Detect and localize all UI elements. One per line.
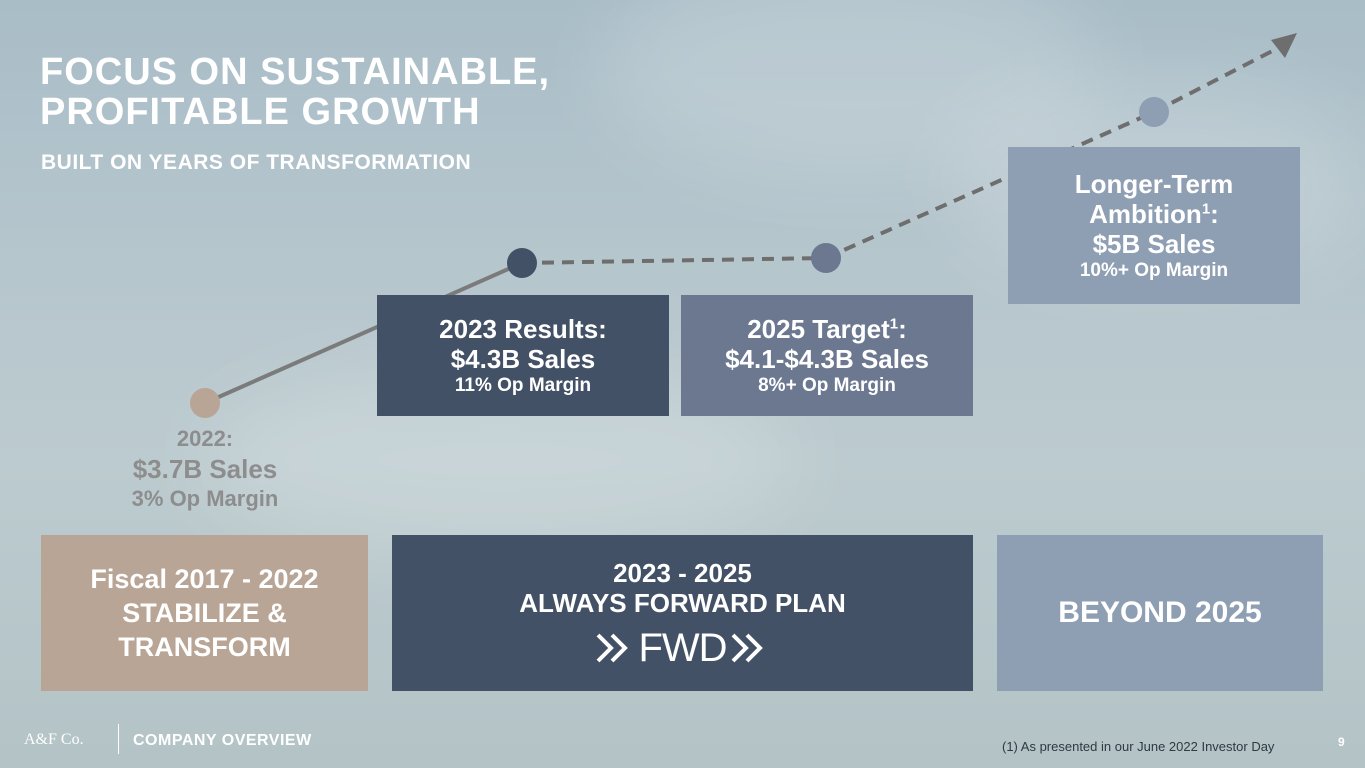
footnote: (1) As presented in our June 2022 Invest… [1002,739,1275,754]
footer-section-label: COMPANY OVERVIEW [133,732,312,749]
double-chevron-right-icon [731,633,763,663]
milestone-2022-margin: 3% Op Margin [131,486,279,511]
trajectory-arrowhead [1271,33,1297,58]
company-logo: A&F Co. [24,731,84,748]
fwd-logo: FWD [594,628,770,668]
page-subtitle: BUILT ON YEARS OF TRANSFORMATION [41,151,472,174]
milestone-longterm-label-1: Longer-Term [1074,168,1234,199]
phase-forward-line-2: ALWAYS FORWARD PLAN [519,588,846,618]
double-chevron-right-icon [597,633,629,663]
phase-forward-line-1: 2023 - 2025 [613,558,752,588]
footnote-ref: 1 [889,314,899,332]
title-line-1: FOCUS ON SUSTAINABLE, [40,51,551,93]
milestone-longterm-colon: : [1210,198,1219,229]
footer-divider [118,724,119,754]
milestone-2025-colon: : [898,313,907,344]
milestone-2023-margin: 11% Op Margin [454,374,592,396]
trajectory-dashed-segment-1 [521,256,827,265]
milestone-longterm-sales: $5B Sales [1092,228,1216,259]
node-2022 [190,388,220,418]
footnote-ref: 1 [1201,199,1211,217]
node-2025 [811,243,841,273]
milestone-longterm-box: Longer-Term Ambition1: $5B Sales 10%+ Op… [1008,147,1300,304]
milestone-longterm-heading: Ambition1: [1089,199,1219,229]
phase-beyond-line-1: BEYOND 2025 [1058,596,1262,629]
milestone-longterm-label-2: Ambition [1089,198,1202,229]
phase-stabilize-line-3: TRANSFORM [118,632,291,662]
node-longterm [1139,97,1169,127]
page-title: FOCUS ON SUSTAINABLE, PROFITABLE GROWTH [40,52,550,132]
page-number: 9 [1338,735,1345,749]
milestone-2025-sales: $4.1-$4.3B Sales [725,343,929,374]
milestone-2023-label: 2023 Results: [439,313,607,344]
trajectory-solid-segment [204,261,523,405]
title-line-2: PROFITABLE GROWTH [40,91,481,133]
milestone-2025-box: 2025 Target1: $4.1-$4.3B Sales 8%+ Op Ma… [681,295,973,416]
node-2023 [507,248,537,278]
phase-stabilize-box: Fiscal 2017 - 2022 STABILIZE & TRANSFORM [41,535,368,691]
trajectory-dashed-segment-3 [1153,45,1281,114]
milestone-2025-margin: 8%+ Op Margin [758,374,896,396]
milestone-2022-sales: $3.7B Sales [132,454,278,484]
milestone-2022: 2022: $3.7B Sales 3% Op Margin [90,425,320,513]
milestone-2025-label: 2025 Target [747,313,890,344]
milestone-2022-label: 2022: [176,426,234,451]
phase-forward-box: 2023 - 2025 ALWAYS FORWARD PLAN FWD [392,535,973,691]
phase-stabilize-line-2: STABILIZE & [122,598,287,628]
fwd-logo-text: FWD [638,626,727,670]
milestone-longterm-margin: 10%+ Op Margin [1079,259,1229,281]
milestone-2025-heading: 2025 Target1: [747,314,907,344]
phase-beyond-box: BEYOND 2025 [997,535,1323,691]
milestone-2023-sales: $4.3B Sales [450,343,596,374]
phase-stabilize-line-1: Fiscal 2017 - 2022 [90,564,319,594]
milestone-2023-box: 2023 Results: $4.3B Sales 11% Op Margin [377,295,669,416]
